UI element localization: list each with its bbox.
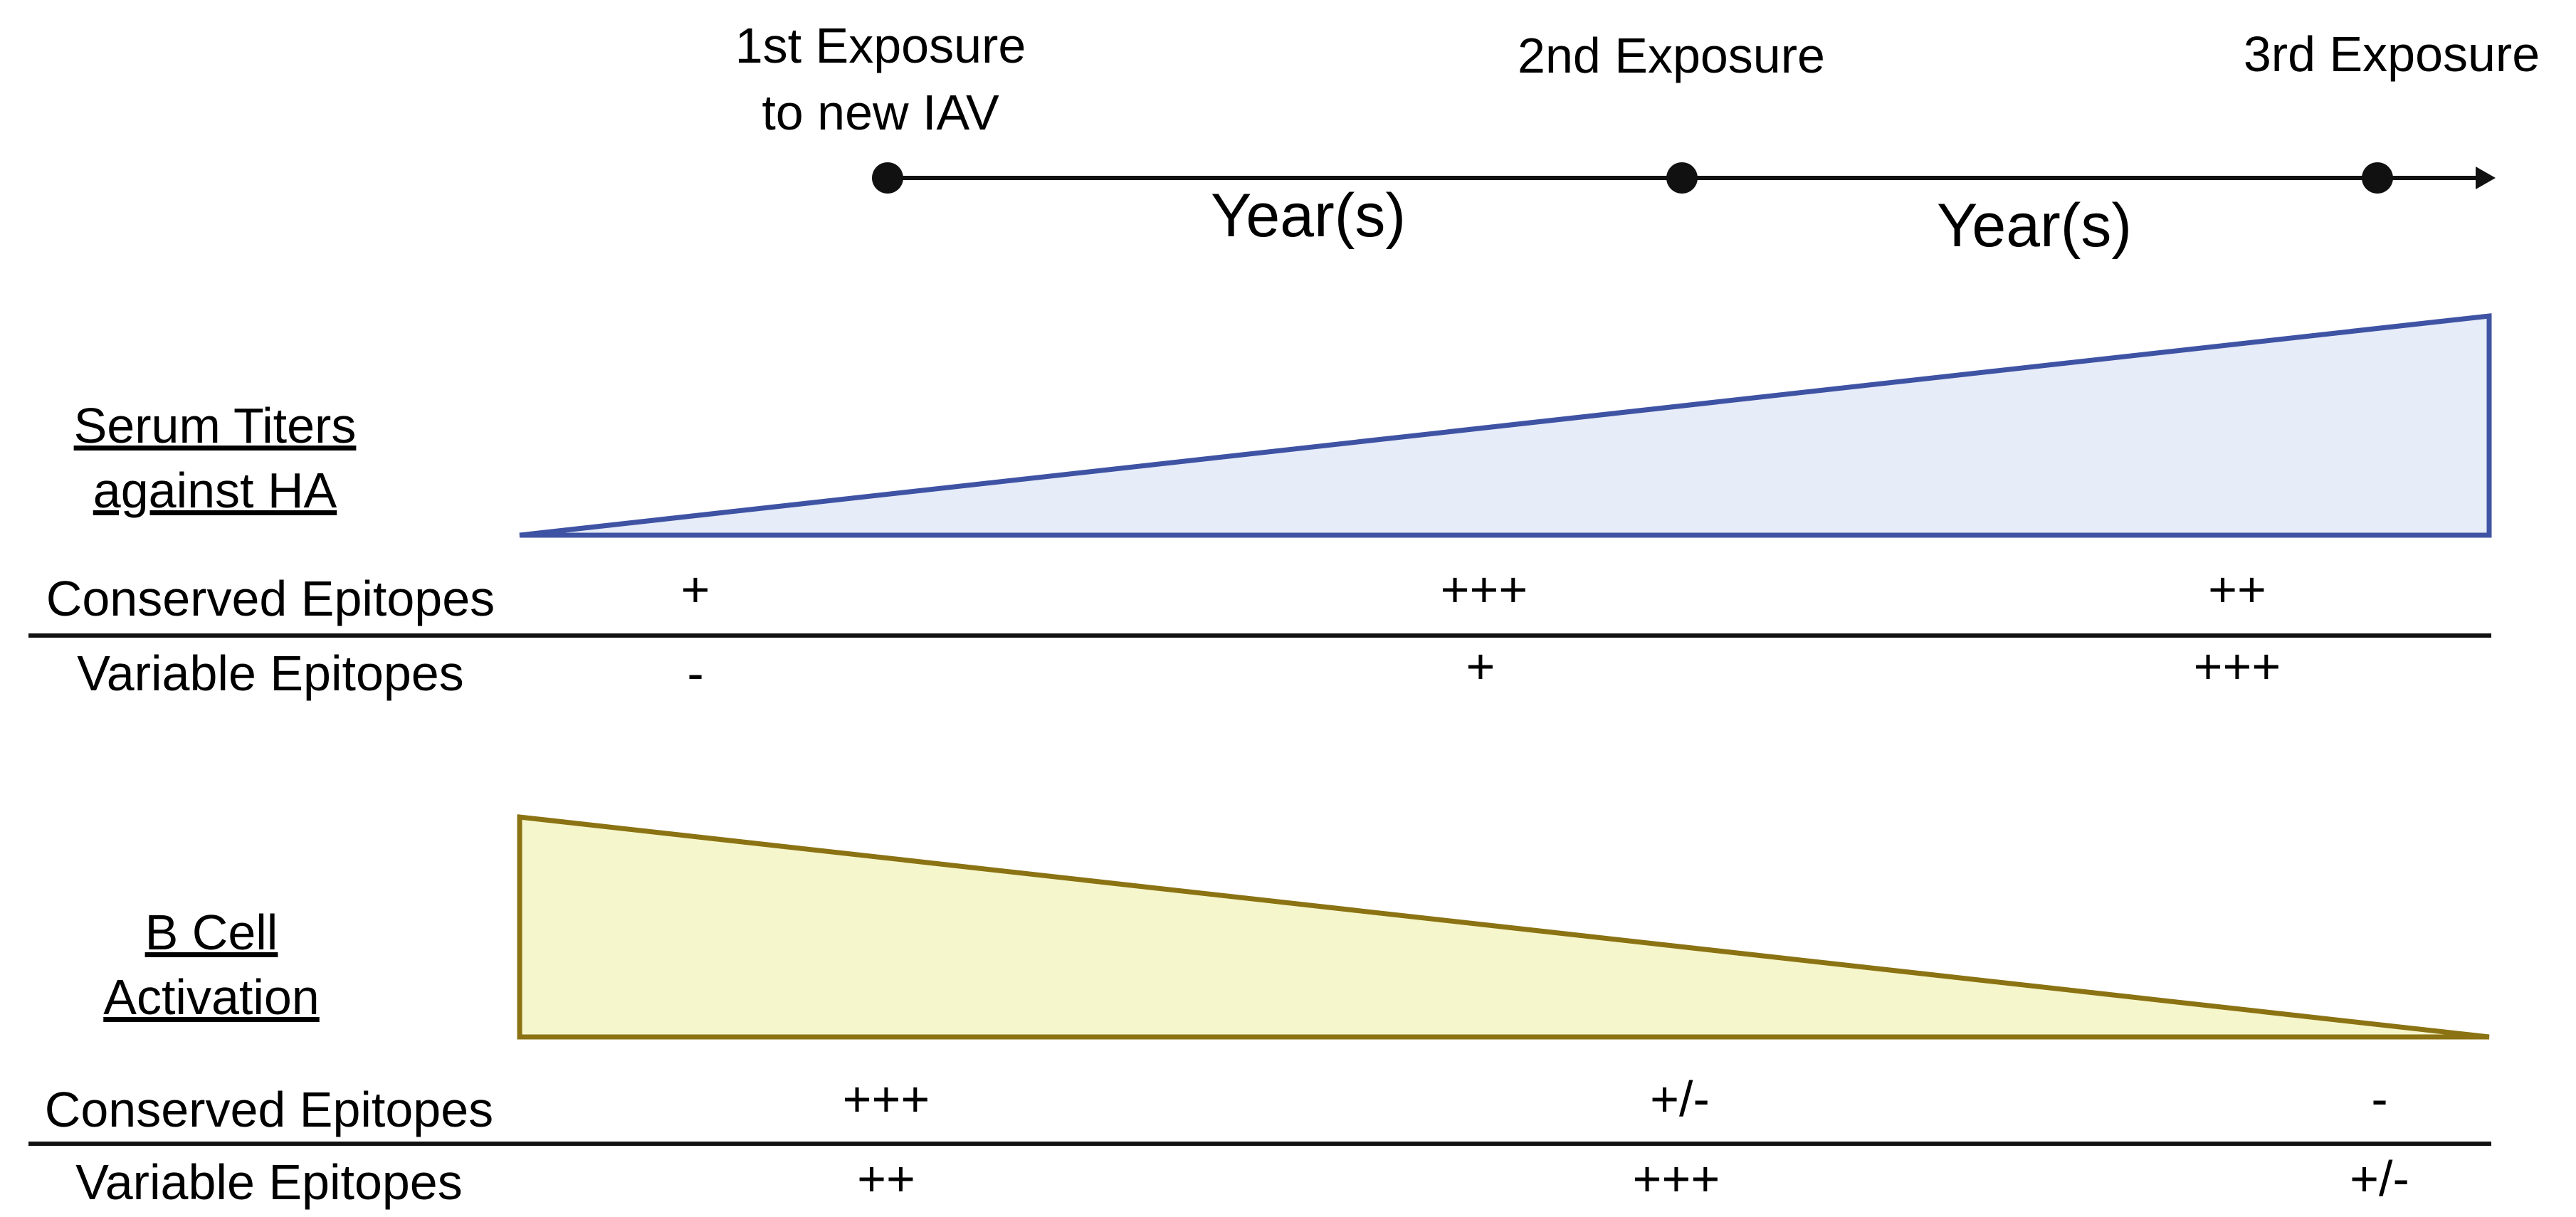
b-cell-label-line1: B Cell	[145, 905, 278, 960]
b-cell-variable-value-1: ++	[857, 1151, 915, 1206]
b-cell-activation-wedge	[517, 814, 2490, 1040]
interval-1-label: Year(s)	[1211, 181, 1406, 250]
serum-conserved-value-3: ++	[2208, 562, 2266, 617]
b-cell-variable-value-2: +++	[1633, 1151, 1720, 1206]
exposure-1-label-line1: 1st Exposure	[735, 18, 1026, 73]
serum-conserved-row-label: Conserved Epitopes	[46, 571, 495, 626]
exposure-marker-1	[872, 162, 903, 194]
serum-variable-value-3: +++	[2194, 638, 2281, 694]
b-cell-conserved-value-3: -	[2371, 1071, 2387, 1127]
serum-conserved-value-2: +++	[1441, 562, 1528, 617]
exposure-marker-2	[1666, 162, 1698, 194]
b-cell-conserved-value-2: +/-	[1650, 1071, 1710, 1127]
serum-titers-section: Serum Titers against HA Conserved Epitop…	[28, 313, 2492, 701]
exposure-marker-3	[2362, 162, 2393, 194]
b-cell-variable-value-3: +/-	[2350, 1151, 2409, 1206]
serum-titers-wedge	[519, 313, 2492, 538]
timeline: 1st Exposure to new IAV 2nd Exposure 3rd…	[735, 18, 2540, 260]
exposure-3-label: 3rd Exposure	[2244, 26, 2540, 82]
serum-titers-label-line2: against HA	[93, 463, 337, 518]
timeline-arrowhead	[2476, 167, 2496, 189]
serum-variable-value-2: +	[1466, 638, 1495, 694]
b-cell-label-line2: Activation	[103, 969, 319, 1025]
b-cell-conserved-row-label: Conserved Epitopes	[45, 1082, 493, 1137]
serum-variable-row-label: Variable Epitopes	[77, 646, 464, 701]
exposure-2-label: 2nd Exposure	[1518, 28, 1825, 83]
b-cell-variable-row-label: Variable Epitopes	[75, 1154, 463, 1210]
exposure-1-label-line2: to new IAV	[762, 85, 999, 140]
serum-titers-label-line1: Serum Titers	[74, 398, 357, 453]
b-cell-section: B Cell Activation Conserved Epitopes +++…	[28, 814, 2491, 1210]
interval-2-label: Year(s)	[1937, 191, 2132, 260]
serum-conserved-value-1: +	[681, 562, 710, 617]
b-cell-conserved-value-1: +++	[843, 1071, 930, 1127]
serum-variable-value-1: -	[687, 646, 703, 701]
